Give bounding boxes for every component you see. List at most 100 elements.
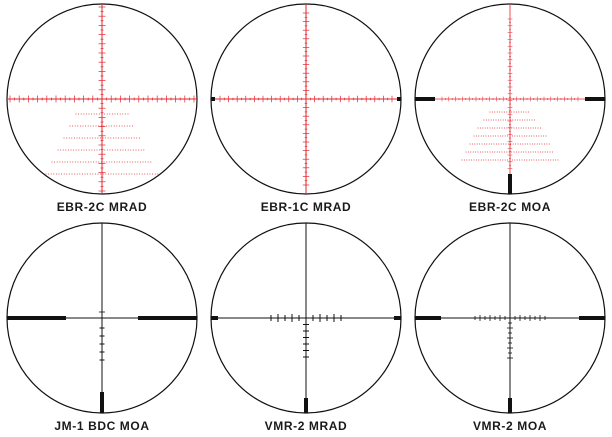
holdover-dot <box>117 113 119 115</box>
holdover-dot <box>54 161 56 163</box>
holdover-dot <box>77 161 79 163</box>
holdover-dot <box>514 119 516 121</box>
holdover-dot <box>511 151 513 153</box>
holdover-dot <box>489 151 491 153</box>
holdover-dot <box>501 111 503 113</box>
reticle-ebr-2c-moa <box>414 3 606 195</box>
holdover-dot <box>113 161 115 163</box>
holdover-dot <box>511 135 513 137</box>
holdover-dot <box>128 137 130 139</box>
holdover-dot <box>103 161 105 163</box>
holdover-dot <box>472 151 474 153</box>
holdover-dot <box>544 151 546 153</box>
holdover-dot <box>132 161 134 163</box>
holdover-dot <box>482 151 484 153</box>
holdover-dot <box>94 173 96 175</box>
holdover-dot <box>507 119 509 121</box>
holdover-dot <box>503 143 505 145</box>
holdover-dot <box>84 137 86 139</box>
holdover-dot <box>139 161 141 163</box>
holdover-dot <box>520 127 522 129</box>
holdover-dot <box>56 161 58 163</box>
holdover-dot <box>79 137 81 139</box>
holdover-dot <box>531 143 533 145</box>
holdover-dot <box>515 111 517 113</box>
holdover-dot <box>480 159 482 161</box>
holdover-dot <box>93 113 95 115</box>
holdover-dot <box>535 151 537 153</box>
holdover-dot <box>506 111 508 113</box>
holdover-dot <box>121 161 123 163</box>
holdover-dot <box>496 151 498 153</box>
holdover-dot <box>499 111 501 113</box>
holdover-dot <box>511 111 513 113</box>
holdover-dot <box>99 137 101 139</box>
holdover-dot <box>79 125 81 127</box>
holdover-dot <box>96 113 98 115</box>
holdover-dot <box>111 125 113 127</box>
holdover-dot <box>494 127 496 129</box>
holdover-dot <box>67 149 69 151</box>
holdover-dot <box>484 151 486 153</box>
holdover-dot <box>129 125 131 127</box>
holdover-dot <box>506 151 508 153</box>
holdover-dot <box>96 149 98 151</box>
holdover-dot <box>521 159 523 161</box>
holdover-dot <box>117 149 119 151</box>
holdover-dot <box>526 135 528 137</box>
holdover-dot <box>499 127 501 129</box>
holdover-dot <box>497 159 499 161</box>
holdover-dot <box>119 149 121 151</box>
holdover-dot <box>75 149 77 151</box>
holdover-dot <box>502 159 504 161</box>
holdover-dot <box>532 127 534 129</box>
holdover-dot <box>474 143 476 145</box>
holdover-dot <box>124 161 126 163</box>
holdover-dot <box>471 143 473 145</box>
holdover-dot <box>87 161 89 163</box>
reticle-label: JM-1 BDC MOA <box>54 419 150 433</box>
holdover-dot <box>108 125 110 127</box>
holdover-dot <box>99 149 101 151</box>
holdover-dot <box>503 151 505 153</box>
holdover-dot <box>124 125 126 127</box>
holdover-dot <box>106 113 108 115</box>
holdover-dot <box>128 173 130 175</box>
holdover-dot <box>499 159 501 161</box>
holdover-dot <box>550 159 552 161</box>
holdover-dot <box>529 119 531 121</box>
holdover-dot <box>541 143 543 145</box>
holdover-dot <box>545 159 547 161</box>
holdover-dot <box>465 151 467 153</box>
holdover-dot <box>69 161 71 163</box>
holdover-dot <box>492 135 494 137</box>
holdover-dot <box>519 119 521 121</box>
holdover-dot <box>118 173 120 175</box>
reticle-card-vmr-2-moa: VMR-2 MOA <box>408 219 612 437</box>
holdover-dot <box>526 119 528 121</box>
holdover-dot <box>94 137 96 139</box>
holdover-dot <box>131 125 133 127</box>
holdover-dot <box>497 119 499 121</box>
holdover-dot <box>463 159 465 161</box>
holdover-dot <box>546 143 548 145</box>
reticle-jm-1-bdc-moa <box>6 222 198 414</box>
holdover-dot <box>92 173 94 175</box>
holdover-dot <box>538 135 540 137</box>
holdover-dot <box>100 125 102 127</box>
holdover-dot <box>519 135 521 137</box>
holdover-dot <box>475 151 477 153</box>
holdover-dot <box>500 119 502 121</box>
holdover-dot <box>105 125 107 127</box>
holdover-dot <box>93 161 95 163</box>
holdover-dot <box>517 119 519 121</box>
holdover-dot <box>150 161 152 163</box>
holdover-dot <box>516 159 518 161</box>
holdover-dot <box>537 151 539 153</box>
holdover-dot <box>125 149 127 151</box>
holdover-dot <box>126 125 128 127</box>
holdover-dot <box>491 143 493 145</box>
holdover-dot <box>466 159 468 161</box>
holdover-dot <box>78 149 80 151</box>
holdover-dot <box>97 173 99 175</box>
